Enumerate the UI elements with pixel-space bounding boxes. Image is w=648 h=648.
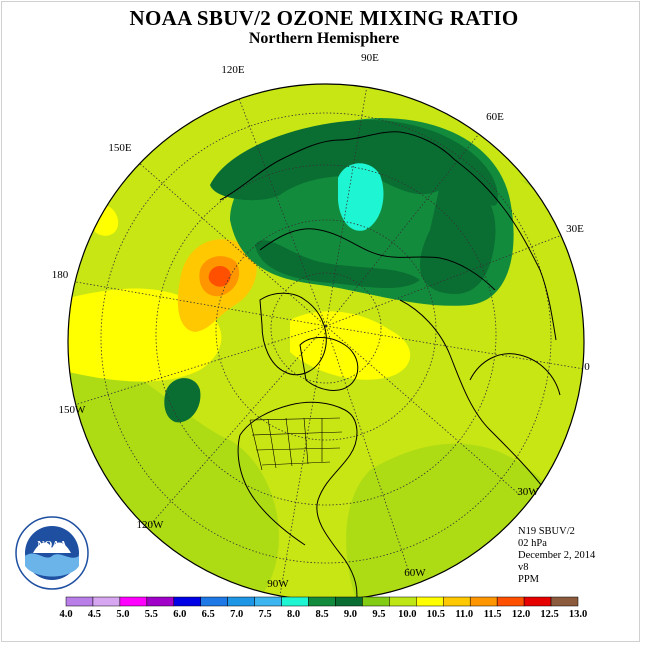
colorbar-swatch: [281, 596, 309, 607]
map-subtitle: Northern Hemisphere: [248, 30, 400, 47]
info-units: PPM: [518, 574, 540, 585]
colorbar-swatch: [443, 596, 471, 607]
colorbar-swatch: [254, 596, 282, 607]
colorbar-label: 8.0: [287, 609, 300, 620]
us-state-boundaries: [249, 417, 343, 471]
meridian-lines: [68, 84, 584, 596]
colorbar: 4.0 4.5 5.0 5.5 6.0 6.5 7.0 7.5 8.0 8.5 9.0 9.5 10.0…: [59, 596, 587, 620]
colorbar-label: 11.0: [455, 609, 473, 620]
colorbar-swatch: [146, 596, 175, 607]
colorbar-label: 8.5: [315, 609, 328, 620]
field-8.5-small-low: [164, 378, 201, 423]
colorbar-swatch: [523, 596, 552, 607]
info-date: December 2, 2014: [518, 550, 596, 561]
colorbar-swatch: [496, 596, 525, 607]
field-12.0-max: [208, 266, 231, 287]
colorbar-swatch: [416, 596, 444, 607]
colorbar-swatch: [308, 596, 336, 607]
lon-label-0: 0: [584, 361, 590, 373]
colorbar-label: 12.5: [540, 609, 558, 620]
colorbar-swatch: [389, 596, 417, 607]
field-8.0-core: [338, 163, 384, 231]
ozone-field: [68, 84, 584, 600]
colorbar-label: 6.5: [202, 609, 215, 620]
lon-label-120w: 120W: [137, 519, 165, 531]
colorbar-label: 7.0: [230, 609, 243, 620]
lon-label-90e: 90E: [361, 52, 379, 64]
colorbar-swatch: [173, 596, 201, 607]
colorbar-swatch: [119, 596, 148, 607]
lon-label-30e: 30E: [566, 223, 584, 235]
colorbar-swatch: [65, 596, 94, 607]
field-10.5-pole: [290, 311, 411, 380]
colorbar-swatch: [200, 596, 228, 607]
lon-label-150w: 150W: [59, 404, 87, 416]
colorbar-label: 12.0: [512, 609, 530, 620]
colorbar-label: 9.0: [344, 609, 357, 620]
colorbar-label: 4.0: [59, 609, 72, 620]
info-panel: N19 SBUV/2 02 hPa December 2, 2014 v8 PP…: [518, 526, 595, 586]
lon-label-60w: 60W: [404, 567, 426, 579]
map-title: NOAA SBUV/2 OZONE MIXING RATIO: [129, 6, 519, 30]
lon-label-90w: 90W: [267, 578, 289, 590]
lon-label-60e: 60E: [486, 111, 504, 123]
coastlines: [219, 131, 561, 600]
field-8.5-ring-east: [420, 180, 496, 295]
colorbar-label: 10.0: [398, 609, 416, 620]
colorbar-label: 11.5: [484, 609, 502, 620]
info-satellite: N19 SBUV/2: [518, 526, 575, 537]
colorbar-label: 4.5: [88, 609, 101, 620]
colorbar-swatch: [362, 596, 390, 607]
colorbar-label: 5.5: [145, 609, 158, 620]
colorbar-label: 13.0: [569, 609, 587, 620]
colorbar-label: 10.5: [427, 609, 445, 620]
colorbar-swatch: [469, 596, 498, 607]
info-level: 02 hPa: [518, 538, 547, 549]
colorbar-label: 9.5: [372, 609, 385, 620]
field-8.5-ring-south: [255, 240, 420, 289]
lon-label-120e: 120E: [221, 64, 245, 76]
colorbar-swatch: [335, 596, 363, 607]
colorbar-label: 5.0: [116, 609, 129, 620]
figure-frame: [1, 1, 640, 642]
lon-label-180: 180: [52, 269, 69, 281]
colorbar-label: 6.0: [173, 609, 186, 620]
colorbar-swatch: [550, 596, 579, 607]
noaa-logo-text: NOAA: [37, 540, 67, 551]
lon-label-30w: 30W: [517, 486, 539, 498]
colorbar-label: 7.5: [259, 609, 272, 620]
colorbar-swatch: [92, 596, 121, 607]
colorbar-swatch: [227, 596, 255, 607]
noaa-logo: NOAA: [15, 516, 89, 590]
lon-label-150e: 150E: [108, 142, 132, 154]
info-version: v8: [518, 562, 529, 573]
